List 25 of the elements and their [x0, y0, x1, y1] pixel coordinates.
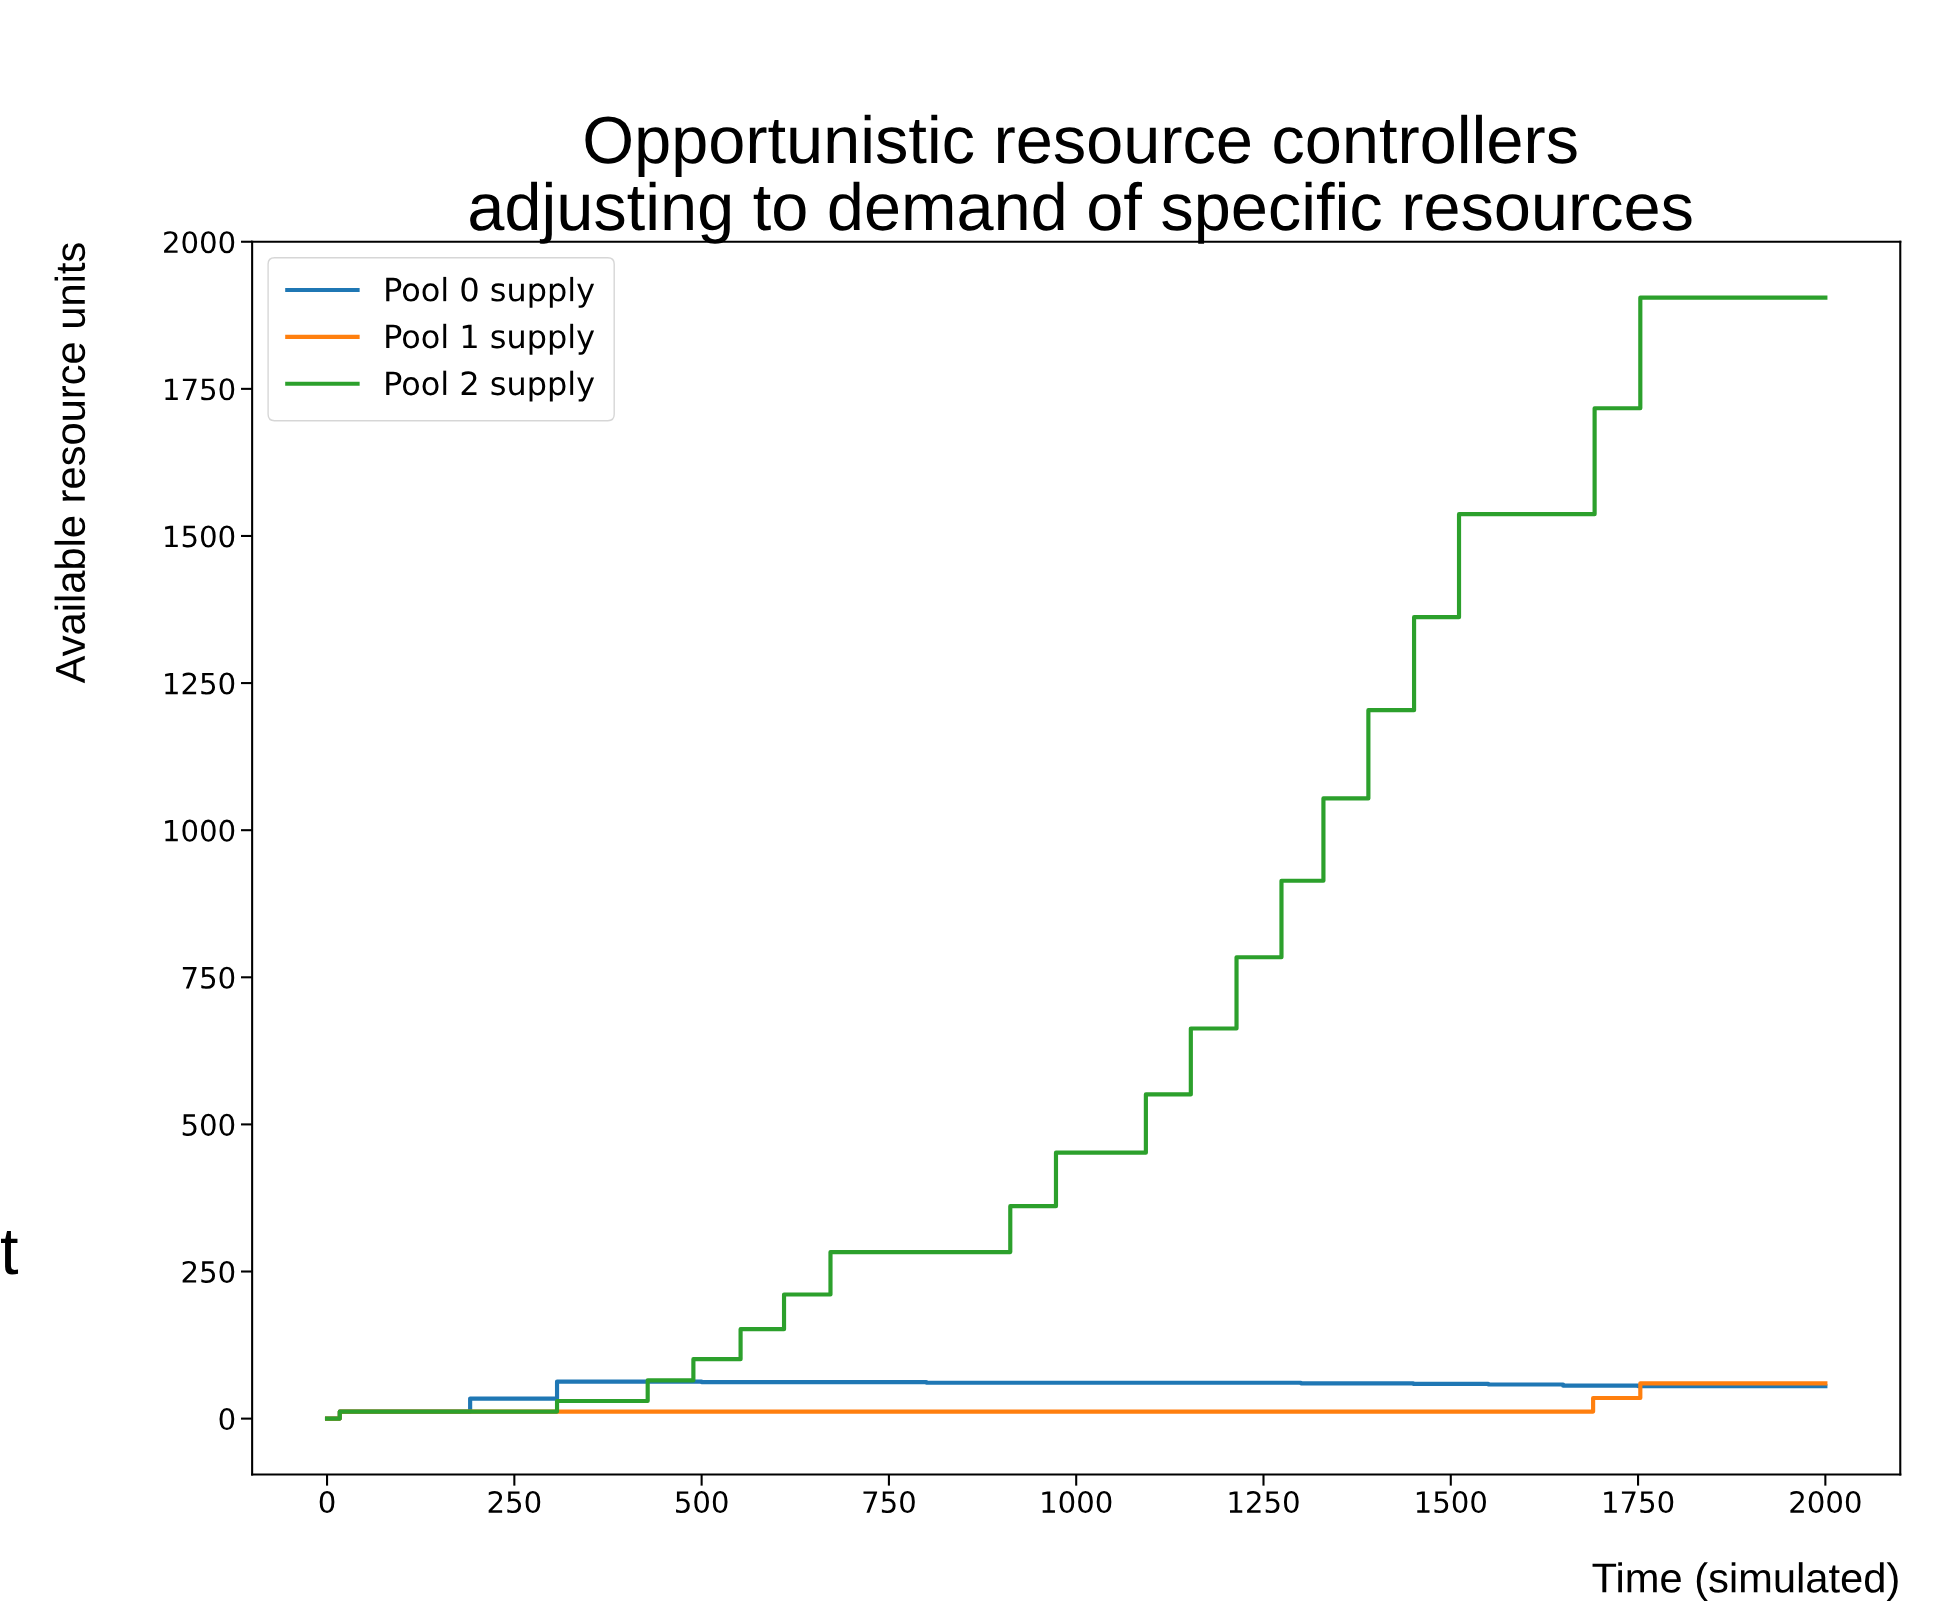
y-tick-label: 1250 — [165, 672, 235, 695]
x-tick-label: 1000 — [1042, 1491, 1112, 1514]
y-tick-label: 250 — [182, 1260, 235, 1284]
x-tick-label: 1250 — [1229, 1491, 1299, 1514]
y-tick-label: 1500 — [165, 525, 235, 548]
x-tick-label: 250 — [488, 1491, 541, 1514]
x-tick-label: 750 — [863, 1491, 915, 1514]
x-tick-label: 0 — [319, 1491, 335, 1514]
y-tick-label: 1750 — [165, 378, 235, 401]
legend-label: Pool 2 supply — [386, 370, 595, 402]
chart-title: Opportunistic resource controllers adjusting to demand of specific resources — [470, 114, 1692, 244]
x-tick-label: 2000 — [1790, 1491, 1861, 1514]
x-tick-label: 1750 — [1604, 1491, 1674, 1514]
y-tick-label: 500 — [182, 1113, 235, 1136]
x-axis-title: Time (simulated) — [1592, 1562, 1898, 1601]
x-tick-label: 500 — [676, 1491, 728, 1514]
x-tick-label: 1500 — [1416, 1491, 1486, 1514]
y-tick-label: 1000 — [165, 819, 235, 842]
legend-label: Pool 1 supply — [386, 323, 595, 355]
y-tick-label: 750 — [182, 966, 235, 989]
legend-label: Pool 0 supply — [386, 276, 595, 308]
y-axis-title: Available resource units — [54, 243, 86, 684]
text: t — [1, 1230, 19, 1275]
y-tick-label: 2000 — [164, 231, 235, 254]
y-tick-label: 0 — [219, 1408, 235, 1431]
